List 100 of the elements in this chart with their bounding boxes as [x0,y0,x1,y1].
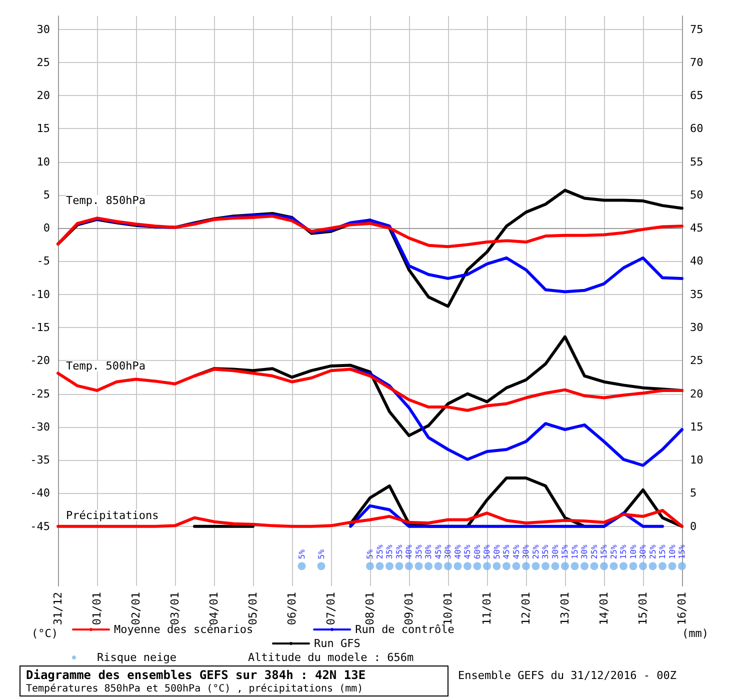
annotation: 45% [463,544,472,560]
y-tick-label: -35 [30,454,50,467]
annotation: 30% [444,544,452,560]
y-tick-label: 10 [36,155,50,168]
annotation: 15% [619,544,628,560]
annotation: 5% [297,549,306,560]
legend-label: Run GFS [314,637,360,650]
annotation: 25% [609,544,618,560]
legend-label: Moyenne des scénarios [114,623,254,636]
annotation: 30% [424,544,433,560]
annotation: 40% [404,544,414,560]
y2-tick-label: 60 [690,122,704,136]
annotation: 30% [638,544,648,560]
text: Ensemble GEFS du 31/12/2016 - 00Z [458,669,677,682]
y-tick-label: -5 [36,254,50,268]
annotation: 15% [678,544,686,560]
y-tick-label: 15 [36,122,50,136]
y2-tick-label: 15 [690,420,704,434]
text: Températures 850hPa et 500hPa (°C) , précipitations (mm) [26,684,364,694]
y-tick-label: -25 [30,387,50,400]
annotation: 35% [541,544,550,560]
y-tick-label: 25 [36,56,50,69]
x-tick-label: 15/01 [636,592,650,626]
y-tick-label: -45 [30,520,50,533]
x-tick-label: 06/01 [286,592,298,626]
x-tick-label: 11/01 [480,592,494,626]
x-tick-label: 05/01 [246,592,260,626]
x-tick-label: 03/01 [168,592,182,626]
y2-tick-label: 20 [690,387,704,400]
annotation: 45% [434,544,443,560]
x-tick-label: 09/01 [402,592,416,626]
x-tick-label: 12/01 [520,592,532,626]
y-tick-label: -15 [30,321,50,334]
line-series [349,368,684,467]
legend-label: Run de contrôle [355,623,454,636]
annotation: 60% [472,544,482,560]
x-tick-label: 16/01 [676,592,688,626]
x-tick-label: 01/01 [90,592,104,626]
annotation: 15% [570,544,580,560]
y2-tick-label: 5 [690,486,697,500]
annotation: 40% [453,544,462,560]
x-tick-label: 31/12 [52,592,64,626]
line-series [56,214,684,248]
annotation: 15% [600,544,608,560]
y-tick-label: -10 [30,288,50,301]
y2-tick-label: 30 [690,321,704,334]
y2-tick-label: 10 [690,454,704,467]
y-tick-label: -40 [30,486,50,500]
x-tick-label: 07/01 [324,592,338,626]
y2-tick-label: 65 [690,89,704,102]
text: Diagramme des ensembles GEFS sur 384h : 42N 13E [26,668,366,682]
y2-tick-label: 50 [690,188,704,202]
annotation: 35% [385,544,394,560]
y-tick-label: -30 [30,420,50,434]
annotation: 10% [628,544,638,560]
annotation: 45% [502,544,511,560]
y2-tick-label: 45 [690,222,704,235]
legend-label: Risque neige [97,651,176,664]
annotation: 25% [648,544,658,560]
annotation: Temp. 500hPa [66,360,146,373]
x-tick-label: 14/01 [598,592,610,626]
y-tick-label: 20 [36,89,50,102]
annotation: 5% [366,549,374,560]
annotation: 25% [531,544,540,560]
annotation: 35% [414,544,424,560]
y-axis-title: (°C) [32,627,58,640]
annotation: 45% [512,544,521,560]
annotation: Temp. 850hPa [66,194,146,207]
y2-axis-title: (mm) [682,627,708,640]
line-series [349,504,664,528]
y-tick-label: 5 [43,188,50,202]
y2-tick-label: 75 [690,22,704,36]
annotation: 15% [560,544,570,560]
annotation: Précipitations [66,508,159,522]
y-tick-label: -20 [30,354,50,368]
annotation: 15% [658,544,667,560]
annotation: 50% [492,544,502,560]
annotation: 30% [580,544,589,560]
annotation: 30% [522,544,530,560]
annotation: 10% [668,544,677,560]
x-tick-label: 02/01 [130,592,142,626]
y-tick-label: 0 [43,222,50,235]
annotation: 35% [394,544,404,560]
annotation: 50% [482,544,492,560]
annotation: 25% [375,544,384,560]
y2-tick-label: 55 [690,155,704,168]
text: Altitude du modele : 656m [248,651,414,664]
y2-tick-label: 0 [690,520,697,533]
x-tick-label: 13/01 [558,592,572,626]
annotation: 5% [316,549,326,560]
y2-tick-label: 25 [690,354,704,368]
y2-tick-label: 40 [690,254,704,268]
y-tick-label: 30 [36,22,50,36]
x-tick-label: 08/01 [364,592,376,626]
y2-tick-label: 70 [690,56,704,69]
annotation: 25% [590,544,599,560]
y2-tick-label: 35 [690,288,704,301]
x-tick-label: 04/01 [208,592,220,626]
annotation: 30% [550,544,560,560]
line-series [56,508,684,528]
